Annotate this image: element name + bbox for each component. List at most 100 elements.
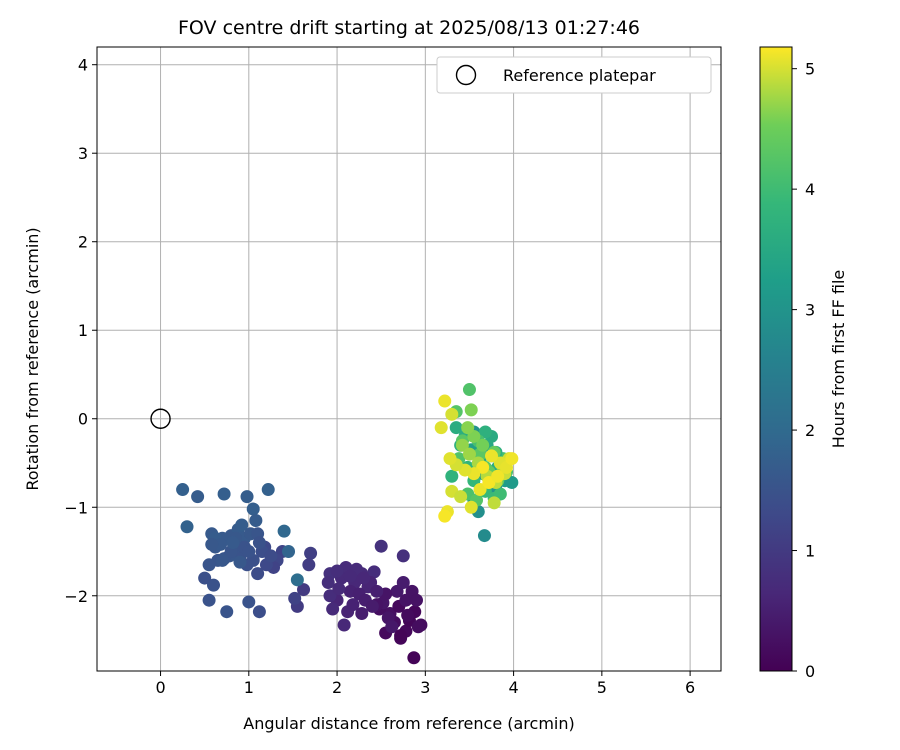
data-point (411, 620, 425, 634)
x-axis-label: Angular distance from reference (arcmin) (243, 714, 574, 733)
data-point (282, 545, 296, 559)
data-point (252, 605, 266, 619)
data-point (304, 546, 318, 560)
x-axis-ticks: 0 1 2 3 4 5 6 (155, 671, 695, 697)
data-point (321, 575, 335, 589)
x-tick-label: 5 (597, 678, 607, 697)
grid-lines (97, 47, 721, 671)
x-tick-label: 6 (685, 678, 695, 697)
data-point (264, 549, 278, 563)
y-axis-ticks: −2 −1 0 1 2 3 4 (64, 56, 97, 606)
colorbar-tick-label: 1 (805, 542, 815, 561)
data-point (207, 578, 221, 592)
data-point (455, 438, 469, 452)
data-point (487, 496, 501, 510)
data-points (176, 383, 519, 665)
data-point (290, 573, 304, 587)
data-point (505, 452, 519, 466)
data-point (252, 536, 266, 550)
data-point (461, 421, 475, 435)
data-point (261, 483, 275, 497)
data-point (449, 421, 463, 435)
data-point (215, 553, 229, 567)
data-point (477, 529, 491, 543)
data-point (385, 620, 399, 634)
x-tick-label: 3 (420, 678, 430, 697)
data-point (217, 487, 231, 501)
data-point (198, 571, 212, 585)
data-point (438, 394, 452, 408)
x-tick-label: 0 (155, 678, 165, 697)
data-point (326, 602, 340, 616)
colorbar-tick-label: 3 (805, 301, 815, 320)
y-axis-label: Rotation from reference (arcmin) (23, 227, 42, 490)
data-point (445, 407, 459, 421)
data-point (242, 595, 256, 609)
data-point (478, 425, 492, 439)
data-point (464, 403, 478, 417)
data-point (330, 564, 344, 578)
data-point (367, 565, 381, 579)
x-tick-label: 1 (244, 678, 254, 697)
data-point (246, 502, 260, 516)
data-point (491, 469, 505, 483)
data-point (462, 383, 476, 397)
data-point (251, 567, 265, 581)
colorbar-tick-label: 0 (805, 662, 815, 681)
data-point (249, 514, 263, 528)
plot-frame (96, 46, 722, 672)
colorbar-tick-label: 4 (805, 180, 815, 199)
data-point (226, 536, 240, 550)
data-point (323, 589, 337, 603)
y-tick-label: 3 (78, 144, 88, 163)
data-point (454, 490, 468, 504)
legend: Reference platepar (436, 56, 712, 94)
data-point (277, 524, 291, 538)
y-tick-label: −1 (64, 498, 88, 517)
data-point (443, 452, 457, 466)
colorbar-ticks: 0 1 2 3 4 5 (792, 60, 815, 681)
y-tick-label: 4 (78, 56, 88, 75)
data-point (370, 584, 384, 598)
data-point (394, 629, 408, 643)
data-point (445, 469, 459, 483)
data-point (202, 593, 216, 607)
data-point (346, 598, 360, 612)
data-point (297, 583, 311, 597)
data-point (202, 558, 216, 572)
data-point (357, 571, 371, 585)
x-tick-label: 2 (332, 678, 342, 697)
legend-label-reference: Reference platepar (503, 66, 656, 85)
data-point (485, 449, 499, 463)
chart-title: FOV centre drift starting at 2025/08/13 … (178, 17, 640, 39)
data-point (332, 582, 346, 596)
colorbar-label: Hours from first FF file (829, 270, 848, 449)
legend-marker-reference (455, 64, 477, 86)
data-point (337, 618, 351, 632)
data-point (233, 555, 247, 569)
data-point (476, 438, 490, 452)
data-point (396, 549, 410, 563)
data-point (242, 545, 256, 559)
data-point (176, 483, 190, 497)
data-point (505, 475, 519, 489)
data-point (240, 490, 254, 504)
data-point (407, 651, 421, 665)
data-point (220, 605, 234, 619)
y-tick-label: 1 (78, 321, 88, 340)
data-point (464, 500, 478, 514)
data-point (410, 593, 424, 607)
data-point (462, 447, 476, 461)
data-point (438, 509, 452, 523)
data-point (473, 483, 487, 497)
reference-marker-layer (150, 408, 171, 429)
data-point (191, 490, 205, 504)
data-point (365, 599, 379, 613)
data-point (434, 421, 448, 435)
data-point (396, 575, 410, 589)
data-point (205, 537, 219, 551)
colorbar-gradient (759, 46, 793, 672)
data-point (355, 606, 369, 620)
colorbar-tick-label: 2 (805, 421, 815, 440)
